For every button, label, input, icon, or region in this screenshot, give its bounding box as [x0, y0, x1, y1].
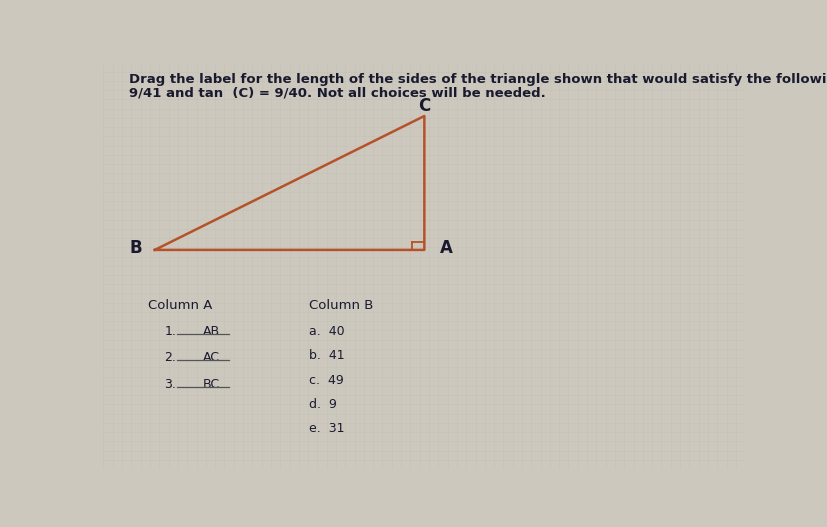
Text: 9/41 and tan  (C) = 9/40. Not all choices will be needed.: 9/41 and tan (C) = 9/40. Not all choices…: [129, 86, 545, 100]
Text: Drag the label for the length of the sides of the triangle shown that would sati: Drag the label for the length of the sid…: [129, 73, 827, 86]
Text: Column B: Column B: [308, 299, 373, 311]
Text: c.  49: c. 49: [308, 374, 343, 387]
Text: 2.: 2.: [165, 352, 176, 364]
Text: a.  40: a. 40: [308, 325, 344, 338]
Text: b.  41: b. 41: [308, 349, 344, 363]
Text: Column A: Column A: [148, 299, 213, 311]
Text: A: A: [440, 239, 452, 257]
Text: AC: AC: [203, 352, 220, 364]
Text: BC: BC: [203, 378, 220, 391]
Text: C: C: [418, 97, 430, 115]
Text: 1.: 1.: [165, 325, 176, 338]
Text: e.  31: e. 31: [308, 422, 344, 435]
Text: 3.: 3.: [165, 378, 176, 391]
Text: B: B: [129, 239, 141, 257]
Text: AB: AB: [203, 325, 220, 338]
Text: d.  9: d. 9: [308, 398, 337, 411]
